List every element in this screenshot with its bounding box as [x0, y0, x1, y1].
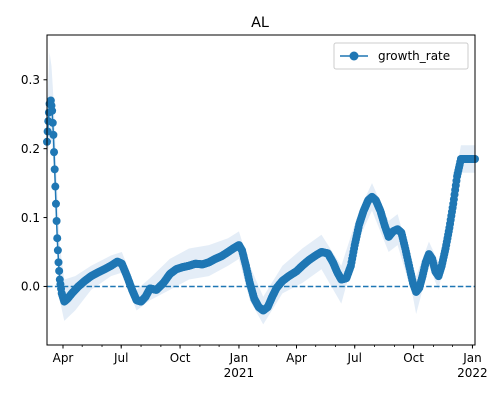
data-point — [53, 246, 62, 255]
data-point — [50, 148, 59, 157]
data-point — [51, 182, 60, 191]
plot-frame — [46, 34, 476, 346]
growth-rate-series — [43, 96, 479, 315]
legend: growth_rate — [333, 42, 469, 70]
y-tick-label: 0.0 — [21, 280, 40, 294]
data-point — [49, 130, 58, 139]
x-tick-label: Oct — [170, 351, 191, 365]
data-point — [51, 199, 60, 208]
y-tick-label: 0.3 — [21, 73, 40, 87]
legend-marker-swatch — [349, 51, 359, 61]
data-point — [52, 217, 61, 225]
x-tick-year-label: 2021 — [224, 366, 255, 380]
data-point — [43, 127, 52, 136]
x-tick-label: Apr — [53, 351, 74, 365]
x-tick-label: Oct — [403, 351, 424, 365]
data-point — [48, 118, 57, 127]
x-tick-label: Jan — [462, 351, 482, 365]
data-point — [53, 234, 62, 243]
x-tick-label: Jul — [346, 351, 361, 365]
data-point — [54, 258, 63, 267]
legend-box — [333, 42, 469, 70]
y-tick-label: 0.2 — [21, 142, 40, 156]
x-tick-label: Apr — [286, 351, 307, 365]
chart-title: AL — [251, 15, 269, 31]
x-tick-label: Jul — [113, 351, 128, 365]
data-point — [48, 106, 57, 115]
legend-label: growth_rate — [378, 49, 450, 63]
data-point — [50, 165, 59, 174]
x-tick-year-label: 2022 — [457, 366, 488, 380]
data-point — [55, 266, 64, 275]
x-tick-label: Jan — [229, 351, 249, 365]
y-tick-label: 0.1 — [21, 211, 40, 225]
